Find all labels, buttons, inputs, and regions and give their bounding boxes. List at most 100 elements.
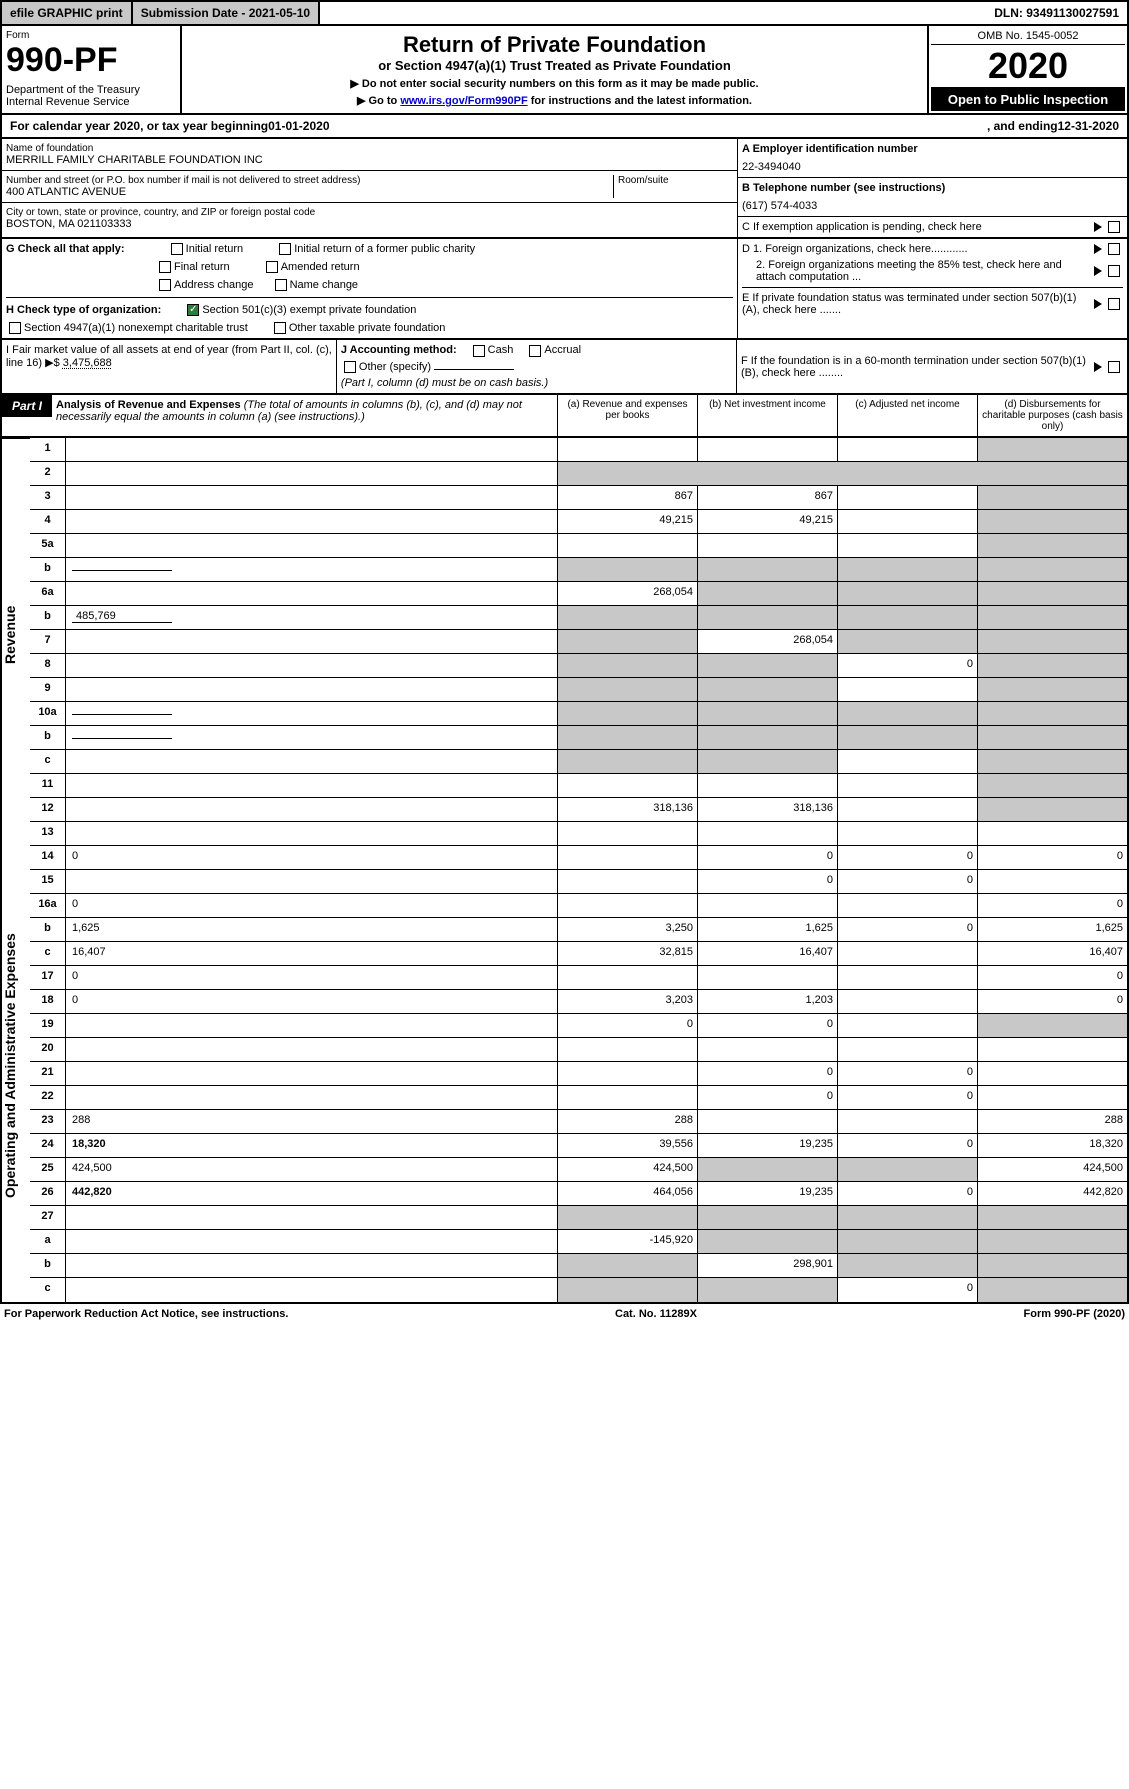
checkbox-other[interactable] [344,361,356,373]
cell-c [837,438,977,461]
line-desc [66,1038,557,1061]
line-desc [66,1278,557,1302]
fmv-value: 3,475,688 [63,357,112,369]
checkbox-4947[interactable] [9,322,21,334]
line-number: b [30,1254,66,1277]
cell-b [697,1110,837,1133]
cell-b [697,894,837,917]
cell-b: 867 [697,486,837,509]
cell-d [977,1206,1127,1229]
efile-label: efile GRAPHIC print [2,2,133,24]
line-number: 2 [30,462,66,485]
irs-link[interactable]: www.irs.gov/Form990PF [400,95,527,107]
checkbox-initial-former[interactable] [279,243,291,255]
cell-a: 867 [557,486,697,509]
line-desc: 1,625 [66,918,557,941]
cell-d [977,486,1127,509]
checkbox-501c3[interactable]: ✓ [187,304,199,316]
cell-d: 442,820 [977,1182,1127,1205]
cell-a [557,1038,697,1061]
cell-a: 424,500 [557,1158,697,1181]
cell-b [697,1206,837,1229]
cell-b: 298,901 [697,1254,837,1277]
line-18: 1803,2031,2030 [30,990,1127,1014]
line-number: 21 [30,1062,66,1085]
cell-d [977,606,1127,629]
line-desc [66,1230,557,1253]
line-desc [66,774,557,797]
cell-c [837,630,977,653]
line-8: 80 [30,654,1127,678]
name-label: Name of foundation [6,143,733,154]
col-a-header: (a) Revenue and expenses per books [557,395,697,436]
cell-d [977,582,1127,605]
section-d-e: D 1. Foreign organizations, check here..… [737,239,1127,338]
cell-c: 0 [837,1086,977,1109]
section-j: J Accounting method: Cash Accrual Other … [337,340,737,392]
checkbox-initial[interactable] [171,243,183,255]
cell-b [697,726,837,749]
cell-d [977,534,1127,557]
checkbox-final[interactable] [159,261,171,273]
checkbox-accrual[interactable] [529,345,541,357]
checkbox-cash[interactable] [473,345,485,357]
cell-b [697,702,837,725]
checkbox-d1[interactable] [1108,243,1120,255]
line-17: 1700 [30,966,1127,990]
line-desc: 288 [66,1110,557,1133]
cell-d [977,870,1127,893]
ein: 22-3494040 [742,161,1123,173]
line-number: 25 [30,1158,66,1181]
checkbox-amended[interactable] [266,261,278,273]
line-number: 23 [30,1110,66,1133]
cell-d [977,774,1127,797]
cell-b [697,1230,837,1253]
checkbox-f[interactable] [1108,361,1120,373]
cell-d: 0 [977,894,1127,917]
cell-d [977,702,1127,725]
part1-title: Analysis of Revenue and Expenses (The to… [52,395,557,436]
cell-d [977,630,1127,653]
checkbox-c[interactable] [1108,221,1120,233]
line-number: 27 [30,1206,66,1229]
line-20: 20 [30,1038,1127,1062]
line-b: b [30,726,1127,750]
cell-d [977,1086,1127,1109]
checkbox-e[interactable] [1108,298,1120,310]
c-label: C If exemption application is pending, c… [742,221,1091,233]
cell-d [977,1254,1127,1277]
cell-b [697,822,837,845]
checkbox-other-taxable[interactable] [274,322,286,334]
line-b: b [30,558,1127,582]
part1-header: Part I Analysis of Revenue and Expenses … [0,395,1129,438]
line-desc [66,822,557,845]
cell-d [977,726,1127,749]
cell-a [557,438,697,461]
checkbox-d2[interactable] [1108,265,1120,277]
line-desc: 0 [66,846,557,869]
section-g: G Check all that apply: Initial return I… [2,239,737,338]
line-number: a [30,1230,66,1253]
line-number: 22 [30,1086,66,1109]
cell-b [697,534,837,557]
form-header: Form 990-PF Department of the Treasury I… [0,26,1129,115]
cell-c: 0 [837,918,977,941]
line-number: 10a [30,702,66,725]
checkbox-name-change[interactable] [275,279,287,291]
cell-c [837,1038,977,1061]
cell-b: 49,215 [697,510,837,533]
checkbox-addr-change[interactable] [159,279,171,291]
cell-a [557,870,697,893]
cell-d [977,654,1127,677]
info-right: A Employer identification number 22-3494… [737,139,1127,237]
line-number: 26 [30,1182,66,1205]
line-desc [66,654,557,677]
cell-b [697,438,837,461]
line-4: 449,21549,215 [30,510,1127,534]
cell-c [837,678,977,701]
cell-b: 1,203 [697,990,837,1013]
line-number: 6a [30,582,66,605]
line-number: 17 [30,966,66,989]
cell-b: 1,625 [697,918,837,941]
cell-c [837,1206,977,1229]
